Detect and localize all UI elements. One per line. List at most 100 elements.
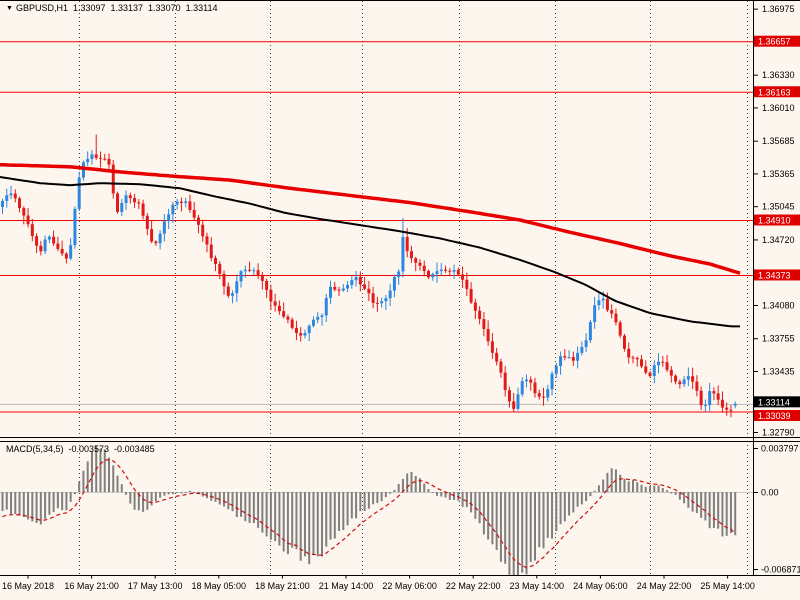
candle-body	[644, 366, 648, 373]
macd-histogram-bar	[325, 492, 328, 547]
candle-body	[294, 327, 298, 334]
macd-histogram-bar	[154, 492, 157, 502]
candle-body	[614, 313, 618, 323]
macd-histogram-bar	[163, 492, 166, 496]
time-axis-label: 25 May 14:00	[700, 581, 755, 591]
candle-body	[465, 279, 469, 289]
candle-body	[546, 389, 550, 398]
candle-body	[137, 202, 141, 204]
macd-histogram-bar	[376, 492, 379, 504]
macd-histogram-bar	[103, 449, 106, 492]
price-line-badge-bg	[754, 409, 800, 421]
macd-histogram-bar	[712, 492, 715, 528]
macd-histogram-bar	[125, 492, 128, 495]
candle-body	[39, 245, 43, 252]
candle-body	[380, 301, 384, 304]
macd-histogram-bar	[687, 492, 690, 508]
candle-body	[486, 329, 490, 342]
candle-body	[720, 399, 724, 408]
candle-body	[158, 233, 162, 244]
moving-average-red	[0, 162, 741, 275]
macd-histogram-bar	[218, 492, 221, 505]
macd-histogram-bar	[372, 492, 375, 505]
macd-histogram-bar	[401, 478, 404, 492]
macd-histogram-bar	[563, 492, 566, 522]
candle-body	[652, 365, 656, 377]
candle-body	[657, 361, 661, 366]
candle-body	[610, 310, 614, 314]
time-axis-label: 22 May 22:00	[446, 581, 501, 591]
candle-body	[507, 390, 511, 402]
candle-body	[214, 257, 217, 264]
candle-body	[22, 208, 26, 216]
macd-histogram-bar	[478, 492, 481, 524]
candle-body	[716, 393, 720, 400]
macd-histogram-bar	[227, 492, 230, 510]
candle-body	[248, 269, 252, 271]
price-axis-tick-label: 1.35365	[762, 169, 795, 179]
price-line-badge-bg	[754, 214, 800, 226]
macd-histogram-bar	[167, 492, 170, 495]
macd-histogram-bar	[61, 492, 64, 511]
bar-high-value: 1.33137	[110, 3, 144, 13]
price-line-badge: 1.34373	[758, 270, 791, 280]
macd-histogram-bar	[529, 492, 532, 562]
candle-body	[13, 193, 17, 199]
price-line-badge: 1.33039	[758, 411, 791, 421]
candle-body	[184, 201, 188, 203]
macd-histogram-bar	[112, 465, 115, 492]
macd-histogram-bar	[734, 492, 737, 536]
symbol-label: GBPUSD,H1	[15, 3, 68, 13]
candle-body	[1, 200, 4, 208]
candle-body	[282, 311, 286, 317]
macd-histogram-bar	[146, 492, 149, 510]
candle-body	[171, 204, 175, 215]
macd-histogram-bar	[491, 492, 494, 545]
macd-signal-line	[2, 458, 736, 569]
candle-body	[286, 316, 290, 320]
macd-histogram-bar	[184, 492, 187, 493]
macd-histogram-bar	[444, 492, 447, 498]
candle-body	[18, 198, 22, 209]
candle-body	[622, 335, 626, 349]
macd-histogram-bar	[90, 451, 93, 492]
macd-histogram-bar	[406, 473, 409, 492]
symbol-dropdown-icon[interactable]: ▼	[6, 5, 13, 12]
time-axis-label: 21 May 14:00	[319, 581, 374, 591]
macd-histogram-bar	[610, 468, 613, 492]
candle-body	[120, 202, 124, 212]
macd-histogram-bar	[636, 482, 639, 492]
macd-histogram-bar	[546, 492, 549, 538]
macd-histogram-bar	[568, 492, 571, 516]
candle-body	[533, 382, 537, 394]
macd-histogram-bar	[201, 492, 204, 497]
macd-histogram-bar	[585, 492, 588, 502]
candle-body	[435, 271, 439, 274]
macd-histogram-bar	[465, 492, 468, 508]
candle-body	[35, 236, 39, 246]
macd-histogram-bar	[31, 492, 34, 522]
candle-body	[635, 357, 639, 360]
time-axis[interactable]: 16 May 2018 16 May 21:00 17 May 13:00 18 Ma…	[2, 575, 755, 592]
time-axis-label: 23 May 14:00	[510, 581, 565, 591]
time-axis-label: 17 May 13:00	[128, 581, 183, 591]
candle-body	[495, 352, 499, 362]
macd-histogram-bar	[18, 492, 21, 516]
macd-histogram-bar	[423, 483, 426, 492]
macd-histogram-bar	[414, 475, 417, 492]
macd-histogram-bar	[725, 492, 728, 536]
candle-body	[354, 277, 358, 281]
candle-body	[363, 284, 367, 289]
price-axis-tick-label: 1.35685	[762, 136, 795, 146]
candle-body	[107, 158, 111, 165]
candle-body	[478, 310, 482, 320]
macd-histogram-bar	[69, 492, 72, 502]
candle-body	[116, 193, 120, 212]
macd-histogram-bar	[589, 492, 592, 497]
macd-histogram-bar	[683, 492, 686, 504]
macd-histogram-bar	[231, 492, 234, 512]
price-axis[interactable]: 1.36975 1.36330 1.36010 1.35685 1.35365 1.350…	[753, 4, 800, 575]
macd-histogram-bar	[78, 481, 81, 492]
